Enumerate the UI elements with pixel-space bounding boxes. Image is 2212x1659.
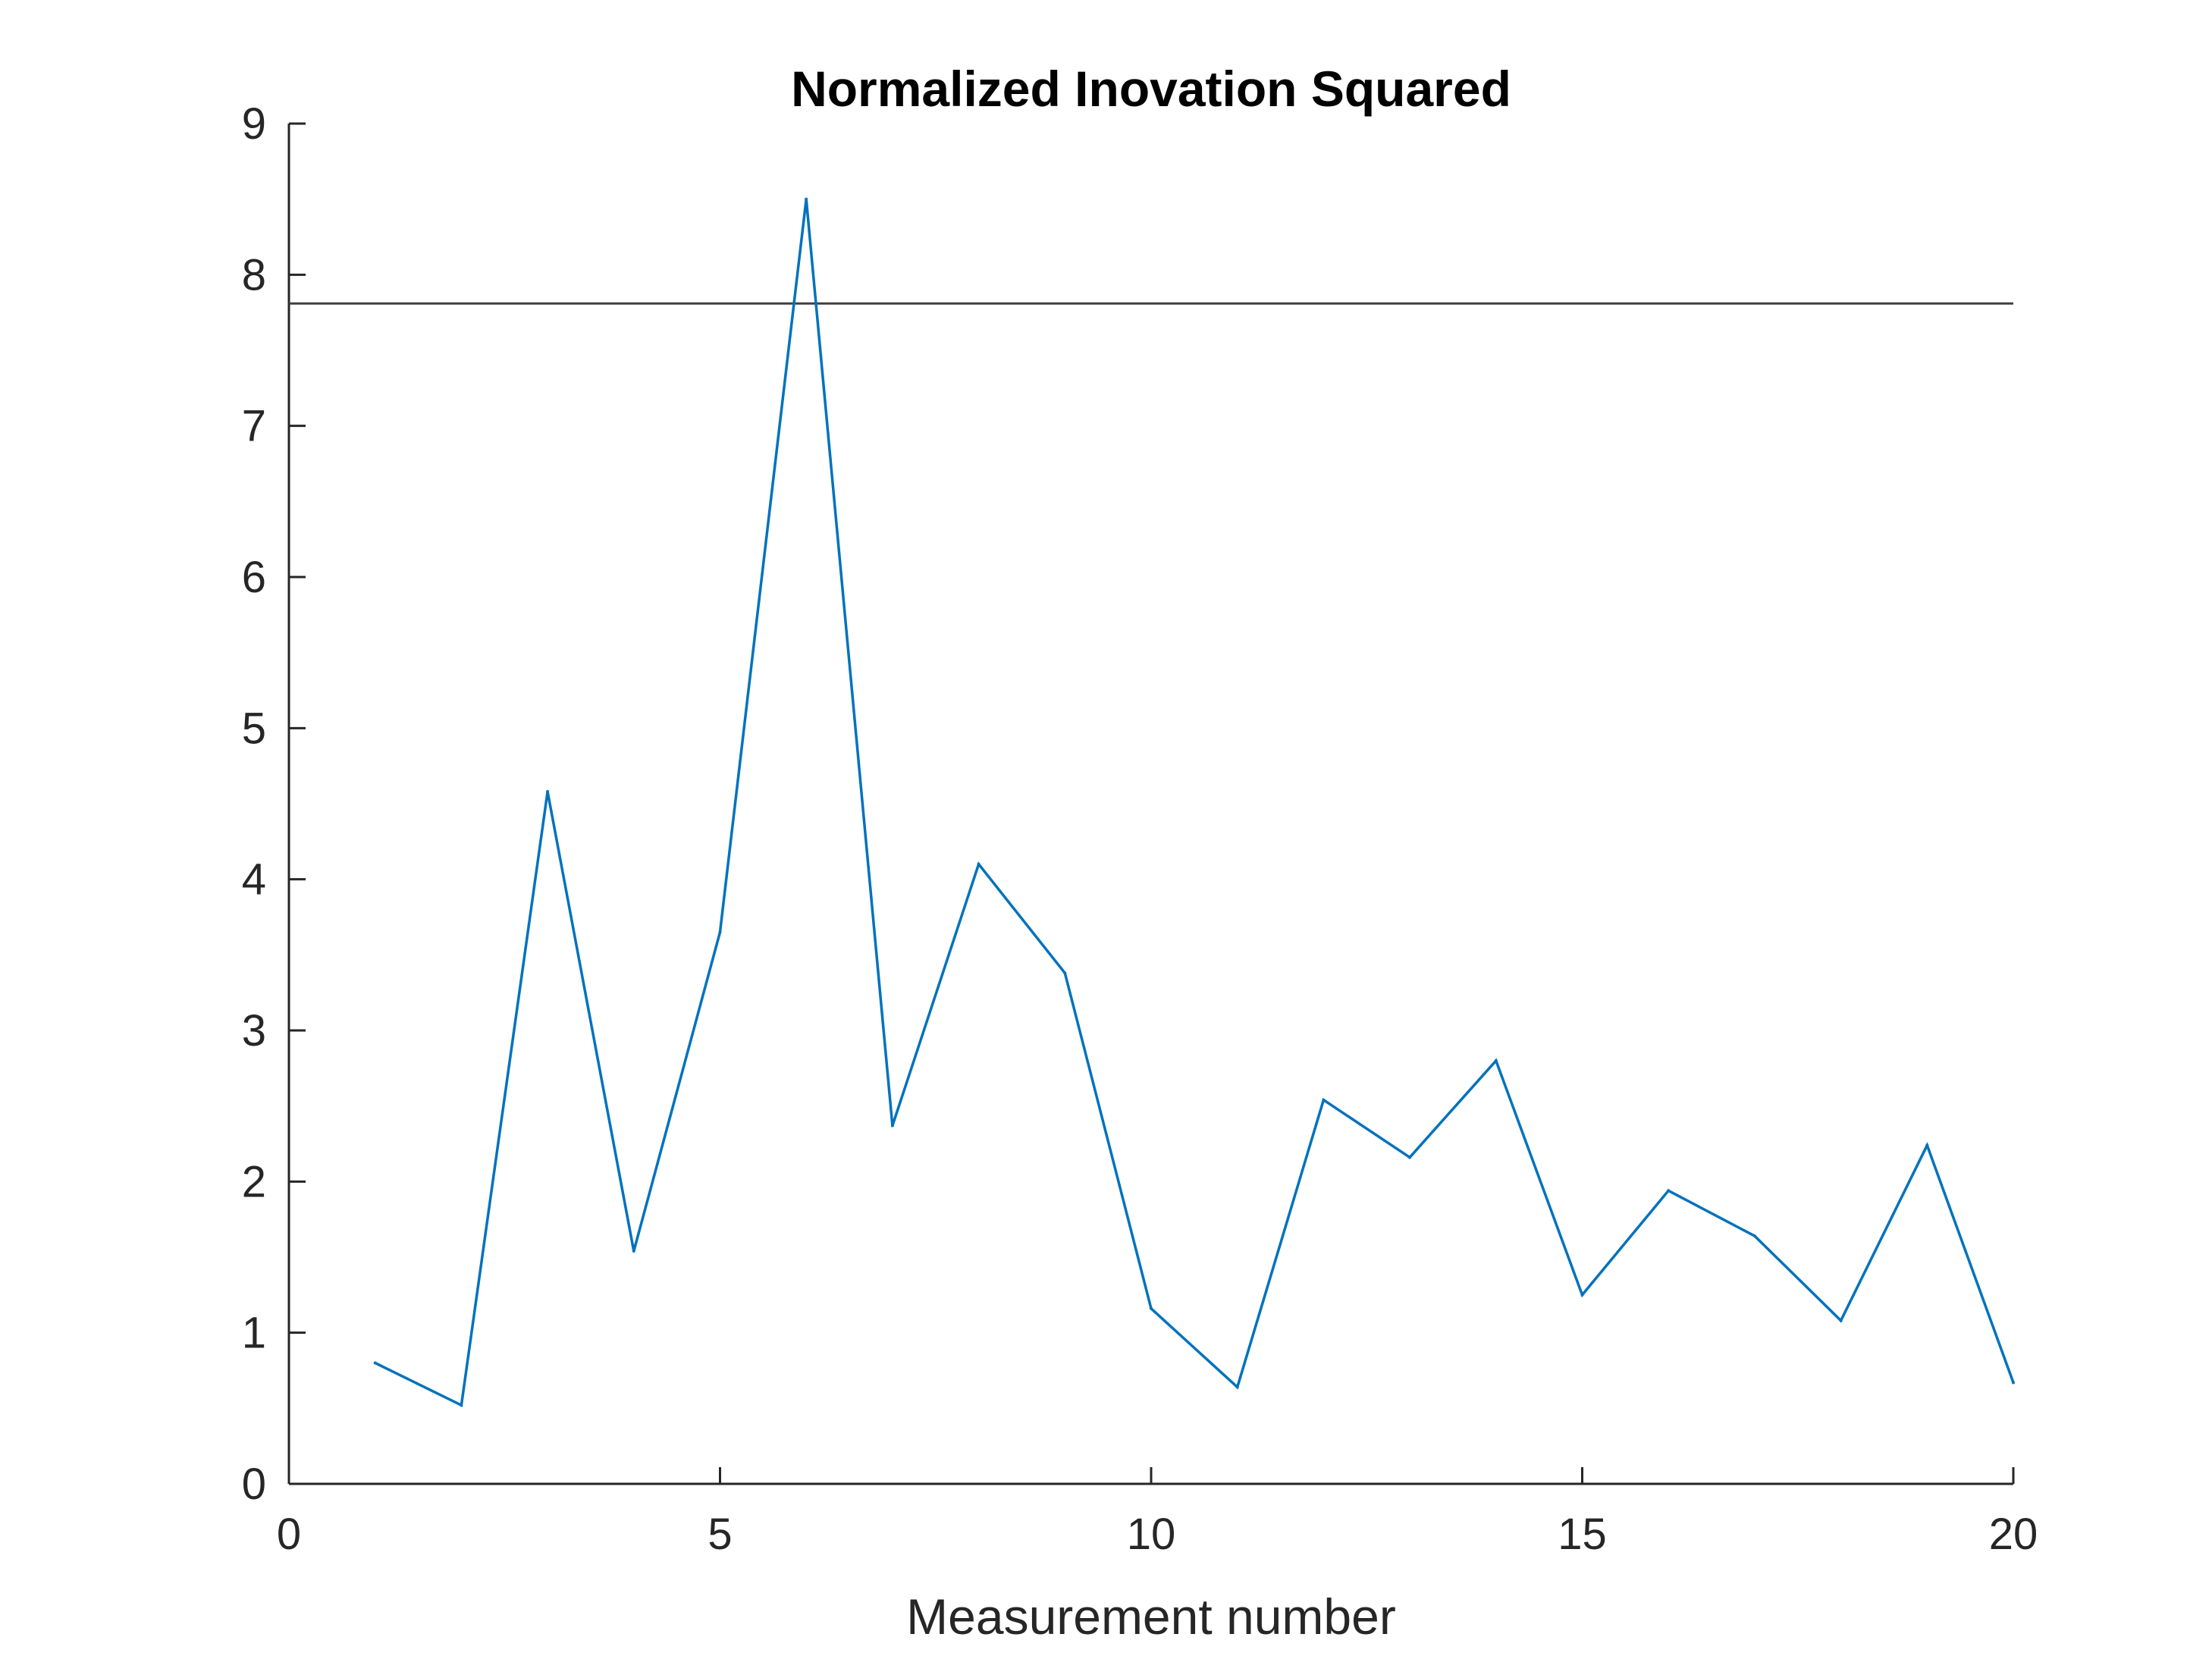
data-point [2012, 1381, 2015, 1385]
x-tick-label: 5 [708, 1510, 732, 1559]
x-tick-label: 15 [1558, 1510, 1607, 1559]
y-tick-label: 9 [242, 99, 266, 149]
data-point [1667, 1189, 1671, 1193]
data-point [1150, 1306, 1153, 1310]
x-axis-title: Measurement number [906, 1588, 1396, 1645]
data-point [1580, 1293, 1584, 1297]
data-point [1408, 1156, 1412, 1159]
data-point [1322, 1098, 1326, 1102]
data-point [1235, 1385, 1239, 1389]
data-point [1925, 1143, 1929, 1147]
data-point [1752, 1234, 1756, 1238]
y-tick-label: 7 [242, 402, 266, 451]
data-point [373, 1361, 377, 1365]
y-tick-label: 6 [242, 553, 266, 602]
data-point [805, 197, 808, 201]
y-tick-label: 3 [242, 1006, 266, 1055]
y-tick-label: 5 [242, 704, 266, 753]
data-point [1063, 971, 1067, 975]
x-tick-label: 20 [1989, 1510, 2038, 1559]
nis-series-line [374, 199, 2015, 1407]
y-tick-label: 2 [242, 1157, 266, 1206]
data-point [1839, 1319, 1843, 1322]
y-axis-ticks: 0 1 2 3 4 5 6 7 8 9 [242, 99, 306, 1509]
data-point [546, 790, 550, 794]
data-point [977, 862, 980, 866]
nis-series-points [373, 197, 2015, 1407]
data-point [460, 1403, 463, 1407]
x-axis-ticks: 0 5 10 15 20 [277, 1467, 2038, 1559]
data-point [632, 1250, 635, 1253]
chart-title: Normalized Inovation Squared [791, 61, 1511, 117]
y-tick-label: 1 [242, 1309, 266, 1358]
y-tick-label: 8 [242, 250, 266, 299]
data-point [1494, 1058, 1498, 1062]
data-point [890, 1124, 894, 1127]
x-tick-label: 10 [1127, 1510, 1176, 1559]
y-tick-label: 4 [242, 855, 266, 905]
y-tick-label: 0 [242, 1460, 266, 1509]
x-tick-label: 0 [277, 1510, 301, 1559]
data-point [718, 930, 722, 934]
